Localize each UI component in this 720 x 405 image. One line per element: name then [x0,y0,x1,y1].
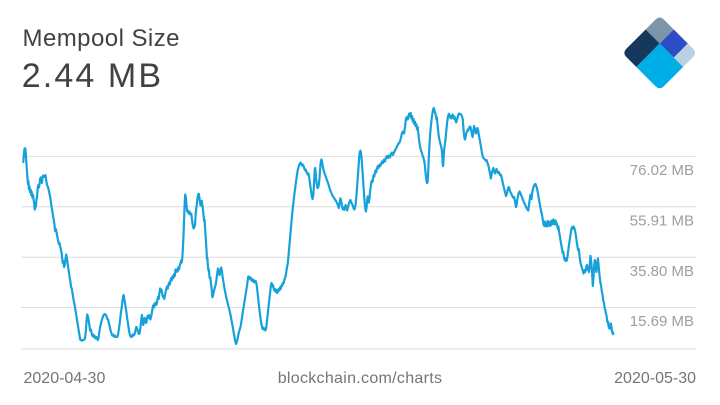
svg-text:55.91 MB: 55.91 MB [630,212,694,229]
svg-text:2020-05-30: 2020-05-30 [614,370,696,387]
svg-text:blockchain.com/charts: blockchain.com/charts [278,370,443,387]
svg-text:76.02 MB: 76.02 MB [630,162,694,179]
svg-text:2020-04-30: 2020-04-30 [24,370,106,387]
svg-text:35.80 MB: 35.80 MB [630,263,694,280]
svg-text:2.44 MB: 2.44 MB [22,57,163,95]
svg-text:Mempool Size: Mempool Size [23,25,180,52]
svg-text:15.69 MB: 15.69 MB [630,313,694,330]
